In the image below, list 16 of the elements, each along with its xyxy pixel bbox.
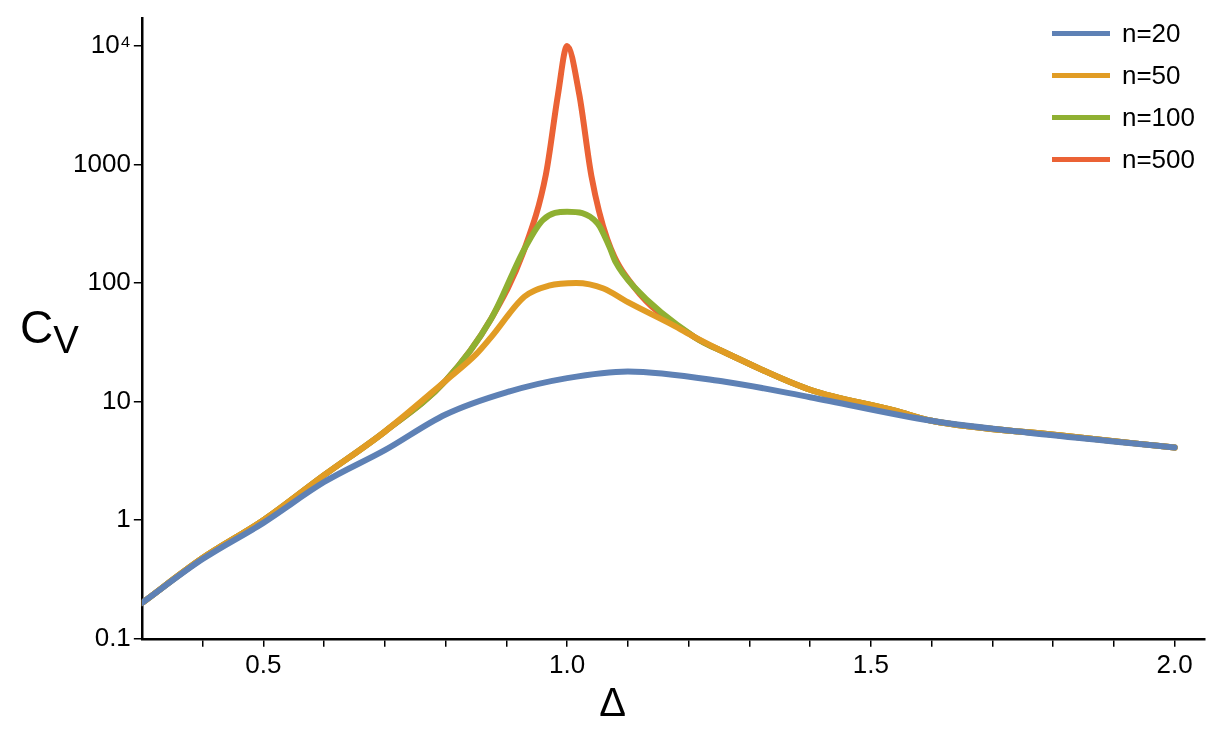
x-tick-label: 2.0 xyxy=(1156,648,1193,679)
x-axis-title: Δ xyxy=(598,680,627,725)
y-axis-title: C$_{V}$ xyxy=(20,300,79,363)
y-tick-label: 1 xyxy=(116,503,131,534)
legend-label: n=100 xyxy=(1121,101,1195,133)
legend-label: n=50 xyxy=(1121,59,1181,91)
legend-label: n=500 xyxy=(1121,143,1195,175)
y-tick-label: 100 xyxy=(87,266,131,297)
y-tick-label: 0.1 xyxy=(94,621,131,652)
y-tick-label: 10⁴ xyxy=(90,29,131,60)
y-tick-label: 10 xyxy=(101,384,131,415)
x-tick-label: 1.0 xyxy=(549,648,586,679)
y-tick-label: 1000 xyxy=(73,147,131,178)
x-tick-label: 1.5 xyxy=(852,648,889,679)
x-tick-label: 0.5 xyxy=(245,648,282,679)
legend-label: n=20 xyxy=(1121,17,1181,49)
